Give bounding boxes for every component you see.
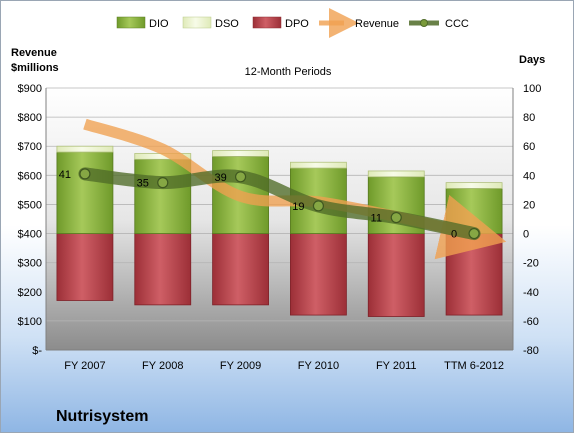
- company-name: Nutrisystem: [56, 408, 148, 425]
- legend-item-revenue: Revenue: [319, 8, 399, 38]
- left-tick-label: $800: [18, 112, 42, 124]
- gridlines: [46, 87, 513, 322]
- ccc-point: [234, 171, 247, 183]
- left-tick-label: $500: [18, 199, 42, 211]
- axes: $- $100 $200 $300 $400 $500 $600 $700 $800 $900 -8…: [18, 83, 542, 372]
- bar-dio: [56, 151, 114, 234]
- ccc-line: [78, 167, 481, 241]
- left-tick-label: $600: [18, 170, 42, 182]
- right-tick-label: 40: [523, 170, 535, 182]
- bar-dio: [134, 158, 192, 234]
- legend-label-ccc: CCC: [445, 18, 469, 30]
- left-tick-label: $-: [32, 345, 42, 357]
- right-tick-label: -40: [523, 287, 539, 299]
- x-tick-label: TTM 6-2012: [444, 360, 504, 372]
- bar-dso: [445, 182, 503, 189]
- right-tick-label: 60: [523, 141, 535, 153]
- legend-label-dpo: DPO: [285, 18, 309, 30]
- legend-label-dso: DSO: [215, 18, 239, 30]
- legend-label-dio: DIO: [149, 18, 169, 30]
- right-tick-label: 0: [523, 229, 529, 241]
- ccc-data-label: 0: [451, 229, 457, 241]
- ccc-point: [468, 227, 480, 240]
- legend-label-revenue: Revenue: [355, 18, 399, 30]
- right-tick-label: -60: [523, 316, 539, 328]
- x-tick-label: FY 2011: [376, 360, 417, 372]
- left-axis-title-line1: Revenue: [11, 47, 57, 59]
- left-tick-label: $900: [18, 83, 42, 95]
- bar-dpo: [134, 233, 192, 306]
- bar-group: [56, 145, 503, 317]
- left-axis-title-line2: $millions: [11, 62, 59, 74]
- bar-dso: [56, 145, 114, 153]
- ccc-data-label: 41: [59, 169, 71, 181]
- ccc-data-label: 11: [371, 213, 382, 225]
- bar-dpo: [212, 233, 269, 306]
- ccc-point: [390, 211, 402, 224]
- series-lines: 41 35 39 19 11 0: [59, 118, 507, 260]
- right-tick-label: -20: [523, 258, 539, 270]
- right-tick-label: 20: [523, 199, 535, 211]
- ccc-point: [157, 177, 169, 189]
- legend-item-ccc: CCC: [409, 18, 469, 30]
- x-tick-label: FY 2007: [64, 360, 105, 372]
- x-tick-label: FY 2008: [142, 360, 183, 372]
- bar-dpo: [367, 233, 425, 317]
- left-tick-label: $100: [18, 316, 42, 328]
- bar-dpo: [445, 233, 503, 316]
- legend-item-dso: DSO: [182, 16, 239, 30]
- left-tick-label: $700: [18, 141, 42, 153]
- bar-dpo: [56, 233, 114, 301]
- ccc-point: [312, 200, 325, 212]
- ccc-data-label: 39: [214, 172, 226, 184]
- x-tick-label: FY 2009: [220, 360, 261, 372]
- ccc-point: [79, 168, 91, 180]
- bar-dso: [212, 150, 269, 157]
- legend-item-dpo: DPO: [252, 16, 309, 30]
- left-tick-label: $400: [18, 229, 42, 241]
- right-tick-label: 80: [523, 112, 535, 124]
- right-tick-label: -80: [523, 345, 539, 357]
- ccc-data-label: 35: [137, 178, 149, 190]
- left-tick-label: $200: [18, 287, 42, 299]
- bar-dpo: [290, 233, 347, 316]
- legend-item-dio: DIO: [116, 16, 169, 30]
- chart-title: 12-Month Periods: [245, 66, 332, 78]
- ccc-data-label: 19: [292, 201, 304, 213]
- left-tick-label: $300: [18, 258, 42, 270]
- legend: DIO DSO DPO Revenue CCC: [116, 8, 469, 38]
- right-tick-label: 100: [523, 83, 541, 95]
- right-axis-title: Days: [519, 54, 545, 66]
- bar-dso: [367, 170, 425, 178]
- bar-dso: [290, 161, 347, 169]
- x-tick-label: FY 2010: [298, 360, 339, 372]
